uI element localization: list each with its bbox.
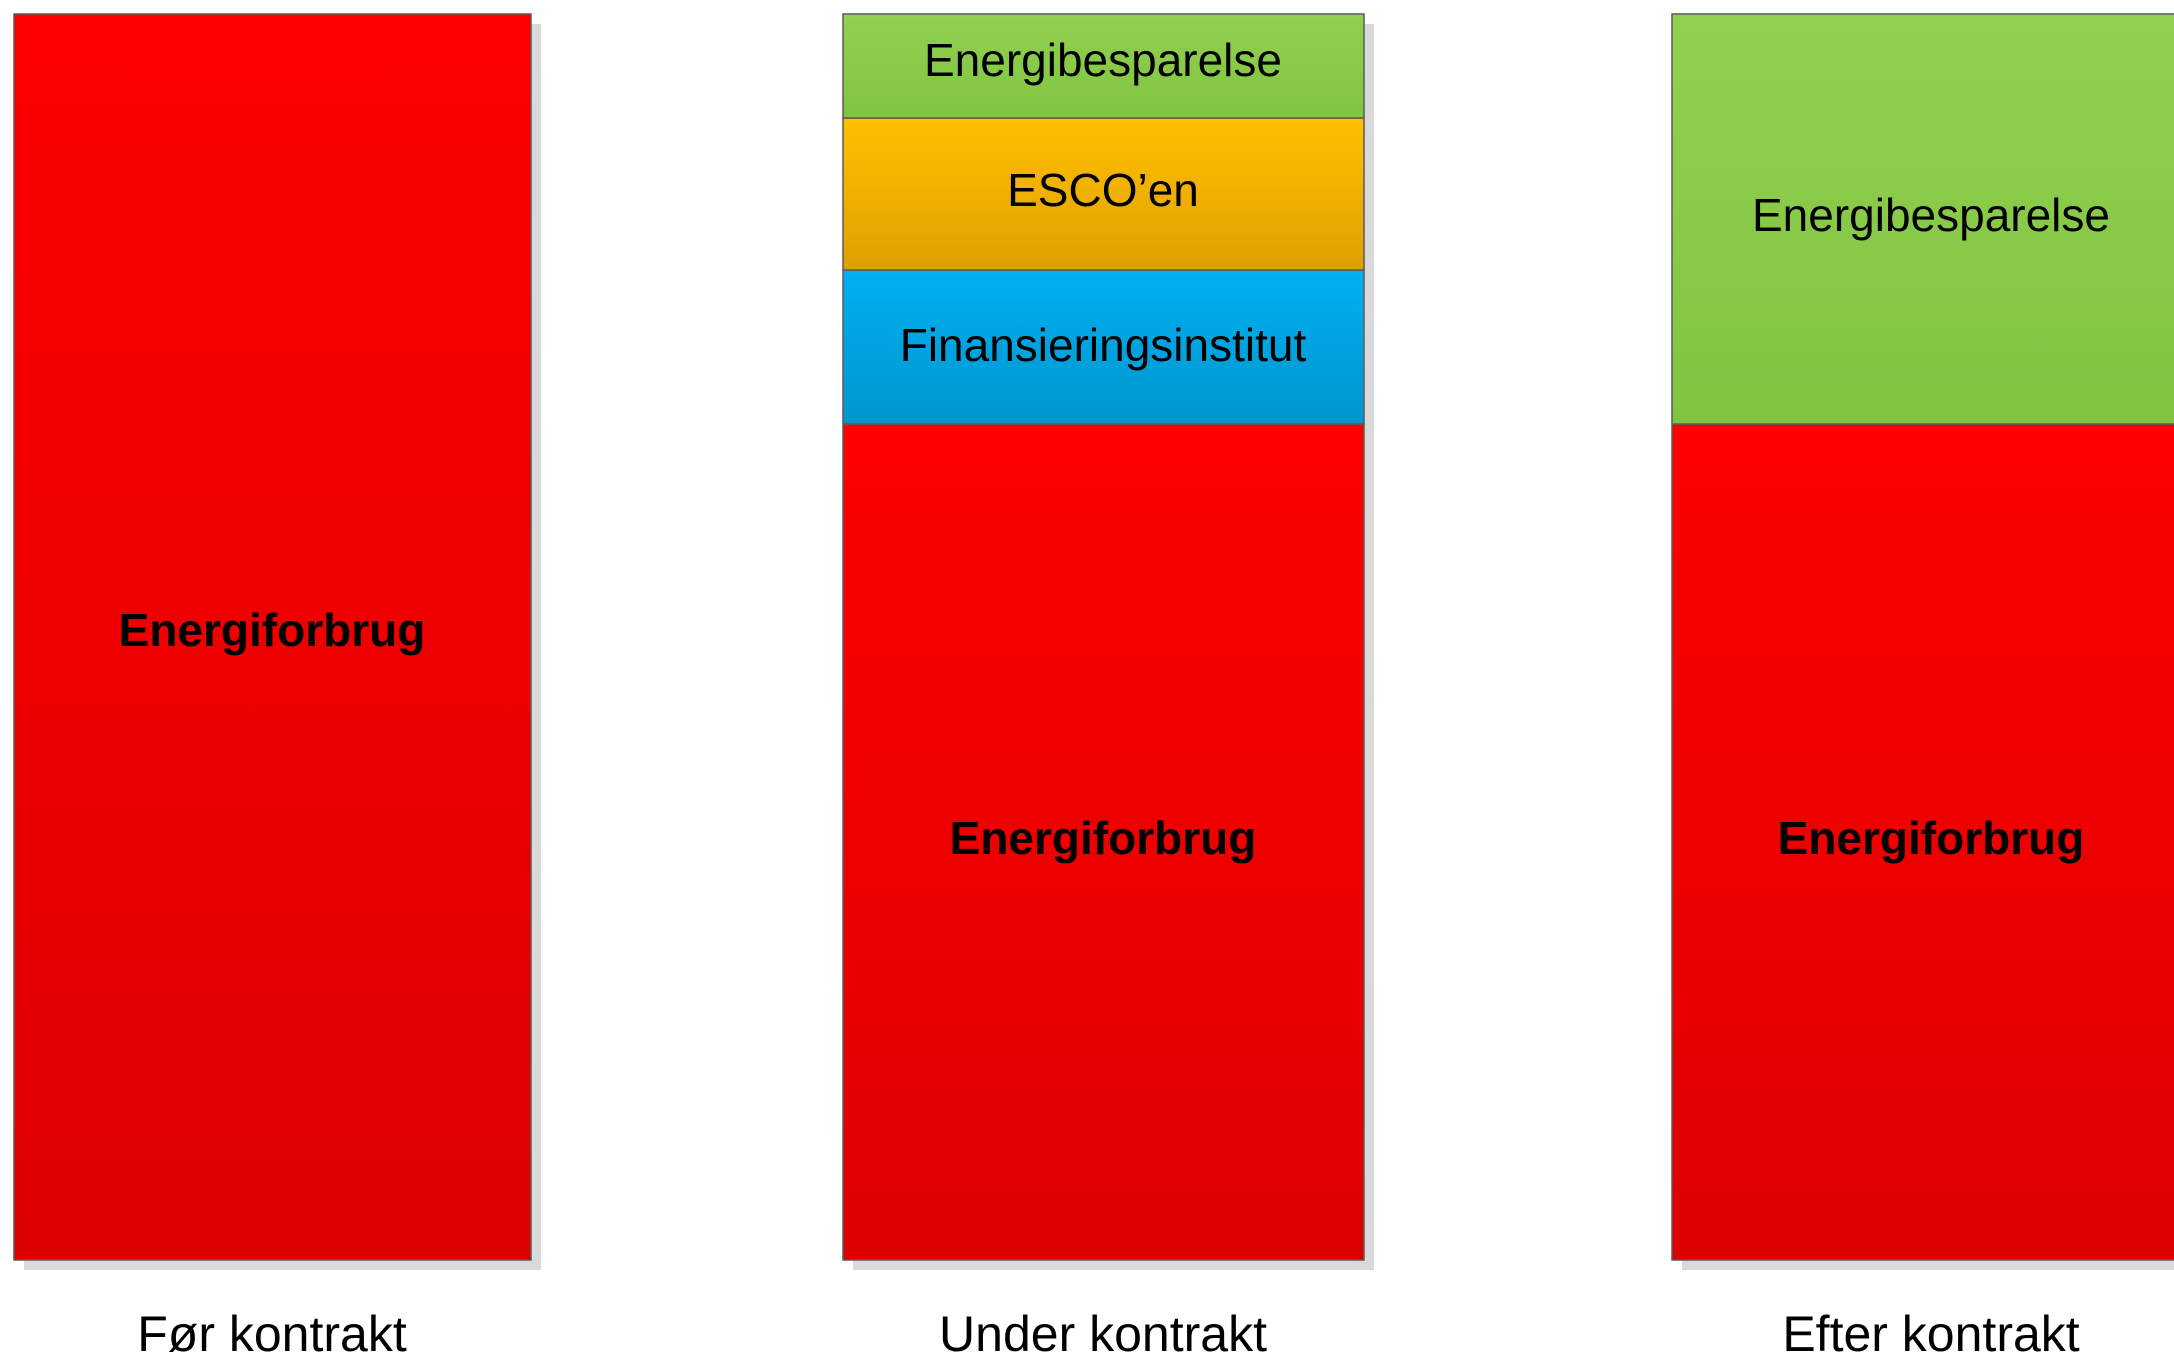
column-label: Før kontrakt — [137, 1306, 407, 1362]
block-label: Energibesparelse — [1752, 189, 2110, 241]
energy-use-block — [842, 423, 1365, 1261]
block-label: Energiforbrug — [1778, 812, 2085, 864]
column-label: Under kontrakt — [939, 1306, 1267, 1362]
column: Energibesparelse Energiforbrug Efter kon… — [1671, 13, 2174, 1362]
energy-use-block — [13, 13, 532, 1261]
finance-block — [842, 269, 1365, 425]
block-label: ESCO’en — [1007, 164, 1199, 216]
block-label: Energiforbrug — [119, 604, 426, 656]
column-label: Efter kontrakt — [1782, 1306, 2079, 1362]
column: Energibesparelse ESCO’en Finansieringsin… — [842, 13, 1374, 1362]
column: Energiforbrug Før kontrakt — [13, 13, 541, 1362]
block-label: Finansieringsinstitut — [900, 319, 1307, 371]
savings-block — [1671, 13, 2174, 425]
block-label: Energibesparelse — [924, 34, 1282, 86]
energy-use-block — [1671, 423, 2174, 1261]
block-label: Energiforbrug — [950, 812, 1257, 864]
savings-block — [842, 13, 1365, 119]
